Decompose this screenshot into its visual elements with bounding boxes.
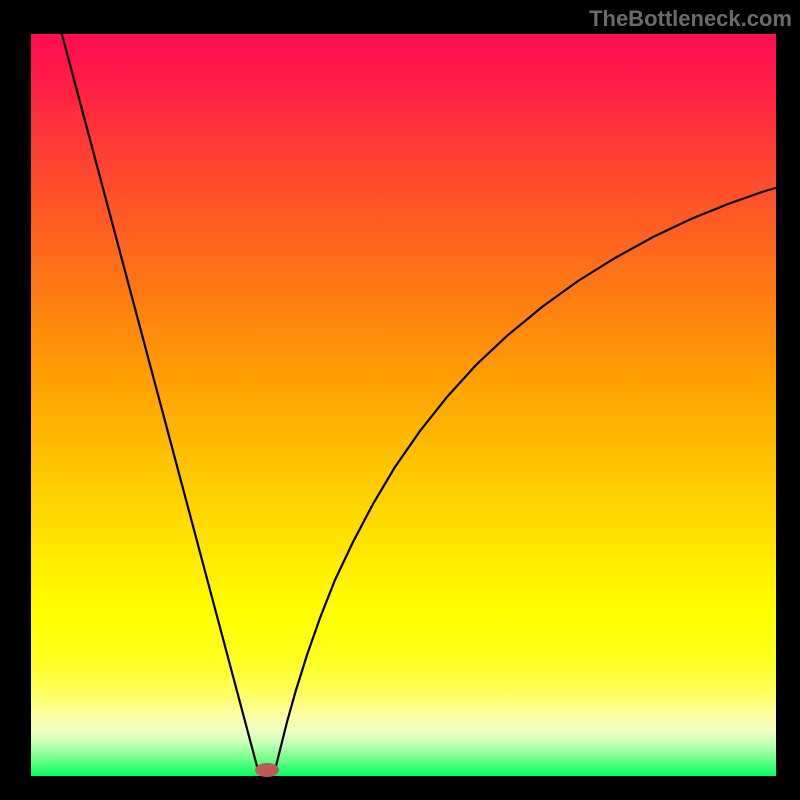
watermark-text: TheBottleneck.com bbox=[589, 6, 792, 32]
chart-container: TheBottleneck.com bbox=[0, 0, 800, 800]
minimum-marker bbox=[255, 763, 279, 777]
left-curve-line bbox=[60, 27, 258, 770]
curve-layer bbox=[0, 0, 800, 800]
right-curve-path bbox=[275, 187, 779, 770]
